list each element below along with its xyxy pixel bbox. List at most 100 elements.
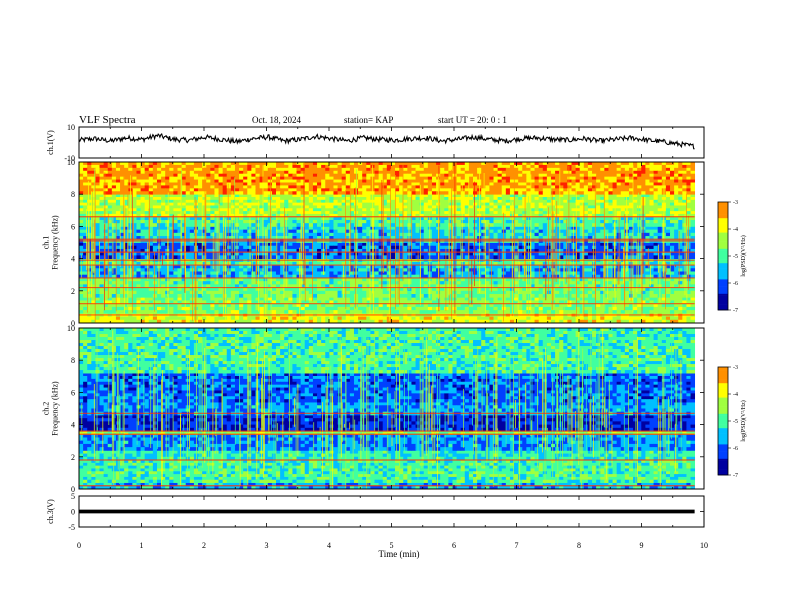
ch1-spec-cell: [579, 284, 585, 288]
ch1-spec-cell: [563, 242, 568, 247]
ch1-spec-cell: [378, 248, 384, 253]
ch1-spec-cell: [641, 297, 646, 301]
ch1-spec-cell: [473, 232, 478, 237]
ch1-spec-cell: [296, 274, 302, 279]
ch1-spec-cell: [337, 271, 343, 276]
ch1-spec-cell: [345, 226, 351, 231]
ch1-spec-cell: [128, 300, 133, 305]
ch1-spec-cell: [304, 261, 310, 266]
ch1-spec-cell: [165, 300, 170, 305]
ch1-spec-cell: [111, 281, 117, 285]
ch1-spec-cell: [485, 271, 490, 276]
ch1-spec-cell: [460, 223, 466, 227]
ch1-spec-cell: [124, 319, 129, 324]
ch1-spec-cell: [115, 287, 121, 292]
ch1-spec-cell: [308, 242, 314, 247]
ch1-spec-cell: [670, 265, 675, 269]
ch1-spec-cell: [518, 268, 523, 272]
ch1-spec-cell: [645, 229, 650, 234]
ch1-spec-cell: [132, 287, 137, 292]
ch1-spec-cell: [325, 281, 330, 285]
ch1-spec-cell: [83, 229, 88, 234]
ch1-spec-cell: [288, 223, 293, 227]
ch1-spec-cell: [83, 303, 88, 308]
ch1-spec-cell: [493, 284, 499, 288]
ch1-spec-cell: [79, 229, 84, 234]
ch1-spec-cell: [604, 265, 609, 269]
ch1-spec-cell: [518, 294, 523, 298]
ch1-spec-cell: [633, 310, 638, 314]
ch1-spec-cell: [161, 268, 166, 272]
ch1-spec-cell: [670, 297, 675, 301]
ch1-spec-cell: [255, 297, 260, 301]
ch1-spec-cell: [653, 284, 659, 288]
ch1-spec-cell: [210, 245, 215, 250]
ch1-spec-cell: [161, 281, 166, 285]
ch1-spec-cell: [214, 277, 219, 282]
ch1-spec-cell: [674, 284, 679, 288]
ch1-spec-cell: [210, 261, 215, 266]
ch1-spec-cell: [555, 252, 560, 256]
ch1-spec-cell: [329, 245, 334, 250]
ch1-spec-cell: [637, 319, 642, 324]
ch1-spec-cell: [411, 219, 416, 224]
ch1-spec-cell: [423, 255, 429, 259]
ch1-spec-cell: [448, 265, 453, 269]
ch1-spec-cell: [456, 316, 462, 321]
ch1-spec-cell: [288, 229, 293, 234]
ch1-spec-cell: [255, 290, 260, 295]
ch1-spec-cell: [493, 271, 499, 276]
ch1-spec-cell: [288, 232, 293, 237]
ch1-spec-cell: [366, 319, 371, 324]
ch1-spec-cell: [604, 290, 609, 295]
ch1-spec-cell: [83, 226, 88, 231]
ch1-spec-cell: [276, 300, 281, 305]
ch1-spec-cell: [292, 284, 297, 288]
ch1-spec-cell: [259, 271, 265, 276]
ch1-spec-cell: [148, 297, 154, 301]
ch1-spec-cell: [185, 261, 191, 266]
ch1-spec-cell: [440, 281, 445, 285]
ch1-spec-cell: [362, 261, 367, 266]
ch1-spec-cell: [181, 242, 187, 247]
ch1-spec-cell: [534, 242, 540, 247]
ch1-spec-cell: [468, 271, 474, 276]
ch1-spec-cell: [423, 281, 429, 285]
ch1-spec-cell: [600, 287, 605, 292]
ch1-spec-cell: [690, 281, 696, 285]
ch1-spec-cell: [657, 255, 663, 259]
ch1-spec-cell: [103, 229, 109, 234]
ch1-spec-cell: [132, 281, 137, 285]
ch1-spec-cell: [198, 316, 203, 321]
ch1-spec-cell: [633, 284, 638, 288]
ch1-spec-cell: [431, 316, 437, 321]
ch1-spec-cell: [161, 242, 166, 247]
ch1-spec-cell: [312, 284, 318, 288]
ch1-spec-cell: [247, 274, 252, 279]
ch1-spec-cell: [542, 219, 548, 224]
ch1-spec-cell: [592, 284, 597, 288]
ch1-spec-cell: [337, 229, 343, 234]
ch1-spec-cell: [83, 271, 88, 276]
ch1-spec-cell: [485, 303, 490, 308]
ch1-spec-cell: [329, 281, 334, 285]
ch1-spec-cell: [144, 226, 150, 231]
ch1-spec-cell: [624, 290, 630, 295]
ch1-spec-cell: [378, 294, 384, 298]
ch1-spec-cell: [485, 300, 490, 305]
ch1-spec-cell: [362, 245, 367, 250]
ch1-spec-cell: [304, 319, 310, 324]
ch1-spec-cell: [567, 268, 572, 272]
ch1-spec-cell: [374, 268, 379, 272]
ch1-spec-cell: [641, 226, 646, 231]
ch1-spec-cell: [674, 310, 679, 314]
ch1-spec-cell: [185, 268, 191, 272]
ch1-spec-cell: [633, 297, 638, 301]
ch1-spec-cell: [444, 277, 449, 282]
ch1-spec-cell: [120, 245, 125, 250]
ch1-spec-cell: [522, 294, 527, 298]
ch1-spec-cell: [280, 268, 285, 272]
ch1-spec-cell: [670, 255, 675, 259]
ch1-spec-cell: [91, 300, 96, 305]
